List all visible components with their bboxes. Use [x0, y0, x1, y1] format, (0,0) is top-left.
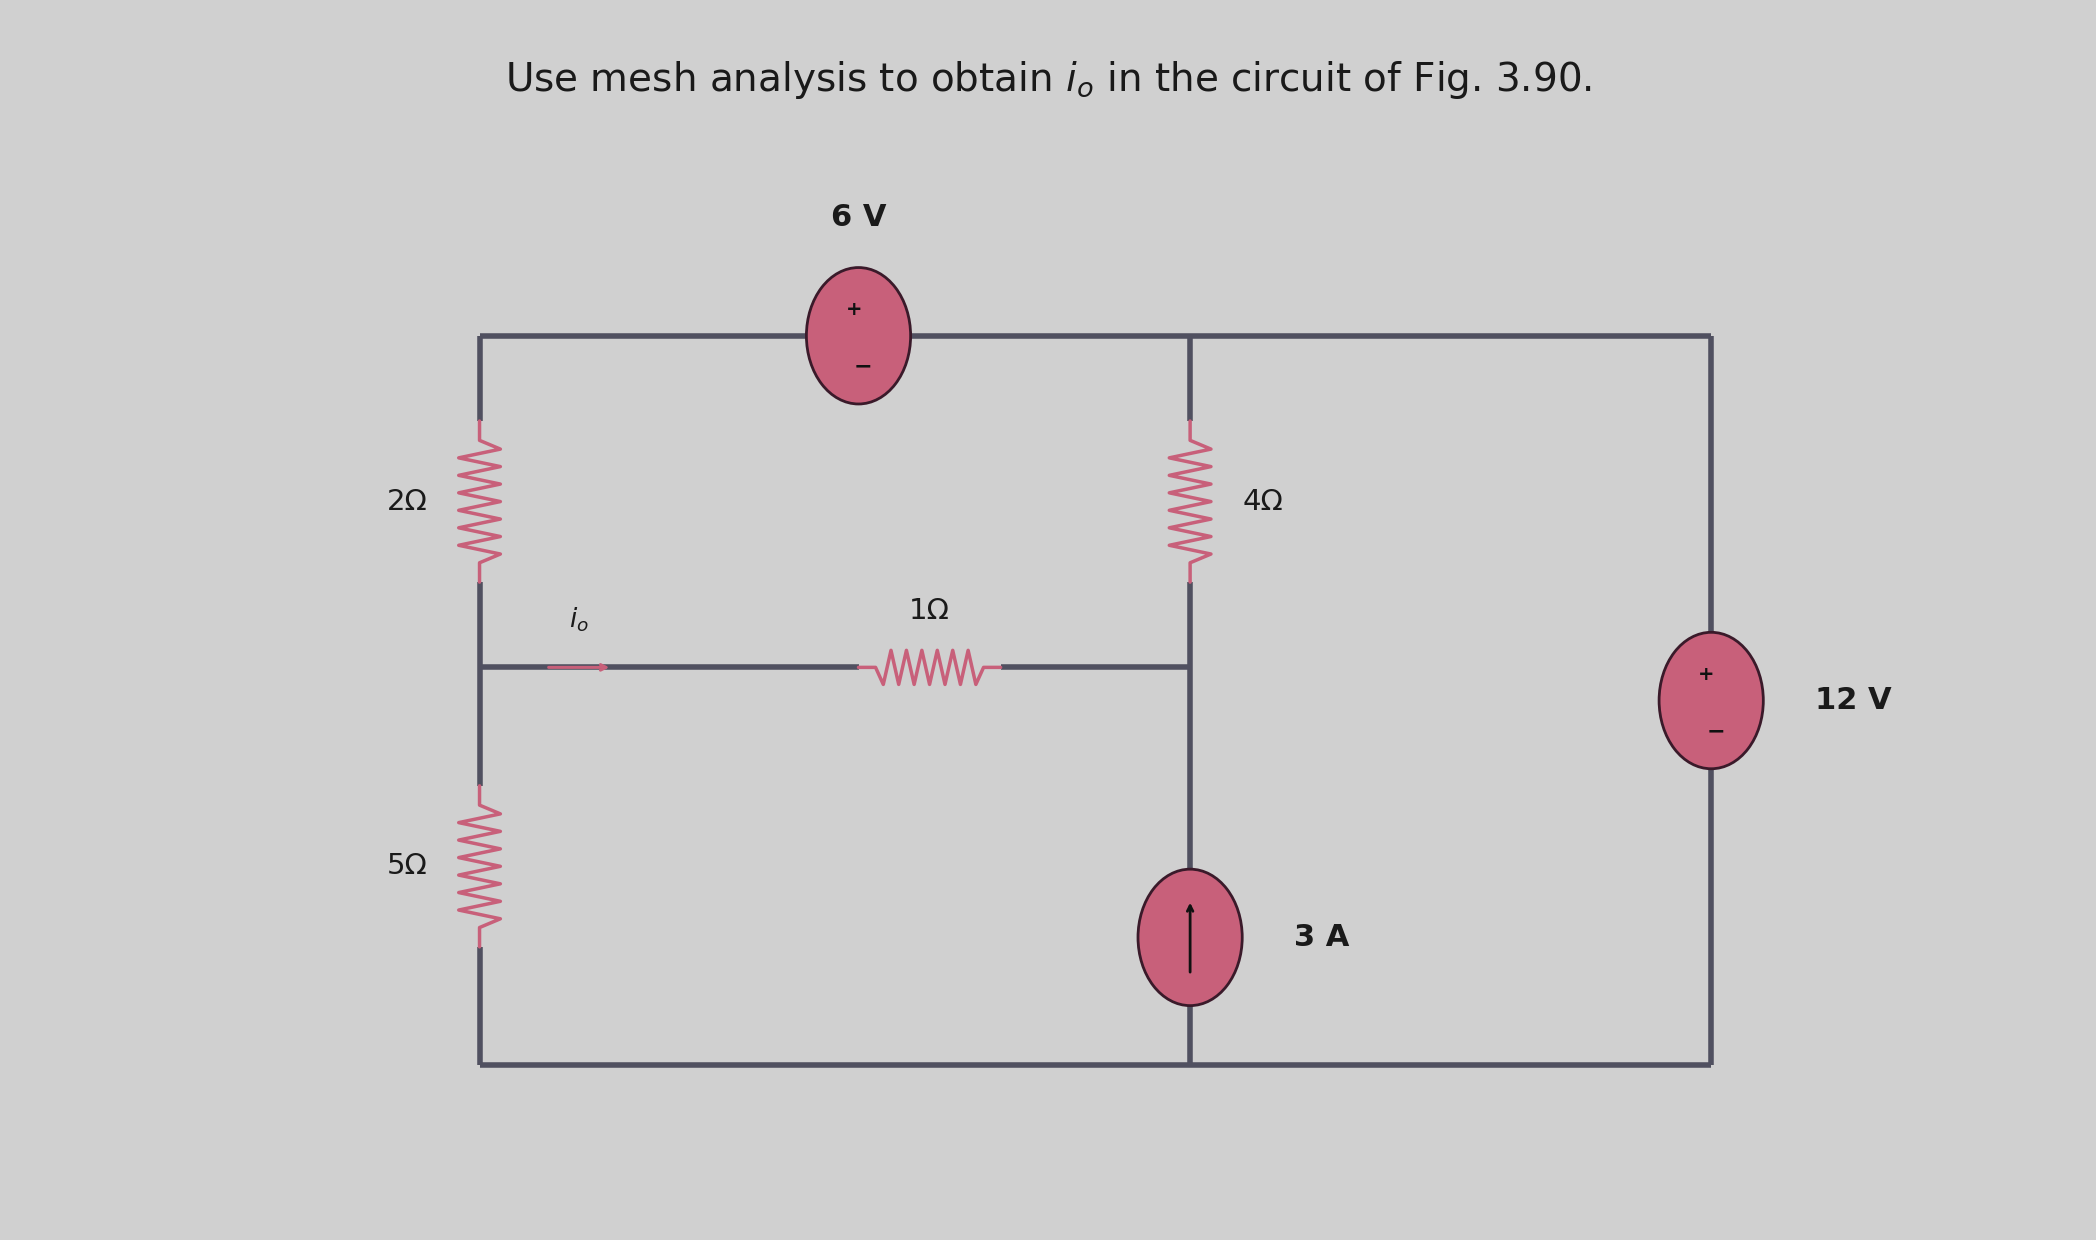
Text: +: + [1698, 665, 1715, 684]
Text: 4Ω: 4Ω [1243, 487, 1283, 516]
Text: −: − [853, 356, 872, 377]
Text: 6 V: 6 V [830, 202, 887, 232]
Text: 3 A: 3 A [1295, 923, 1350, 952]
Ellipse shape [1138, 869, 1243, 1006]
Text: 12 V: 12 V [1815, 686, 1893, 715]
Text: Use mesh analysis to obtain $i_o$ in the circuit of Fig. 3.90.: Use mesh analysis to obtain $i_o$ in the… [505, 60, 1591, 100]
Text: 5Ω: 5Ω [386, 852, 428, 880]
Text: $i_o$: $i_o$ [570, 605, 589, 634]
Text: 2Ω: 2Ω [386, 487, 428, 516]
Text: 1Ω: 1Ω [910, 596, 949, 625]
Ellipse shape [1660, 632, 1763, 769]
Text: +: + [845, 300, 861, 320]
Text: −: − [1706, 722, 1725, 742]
Ellipse shape [807, 268, 910, 404]
